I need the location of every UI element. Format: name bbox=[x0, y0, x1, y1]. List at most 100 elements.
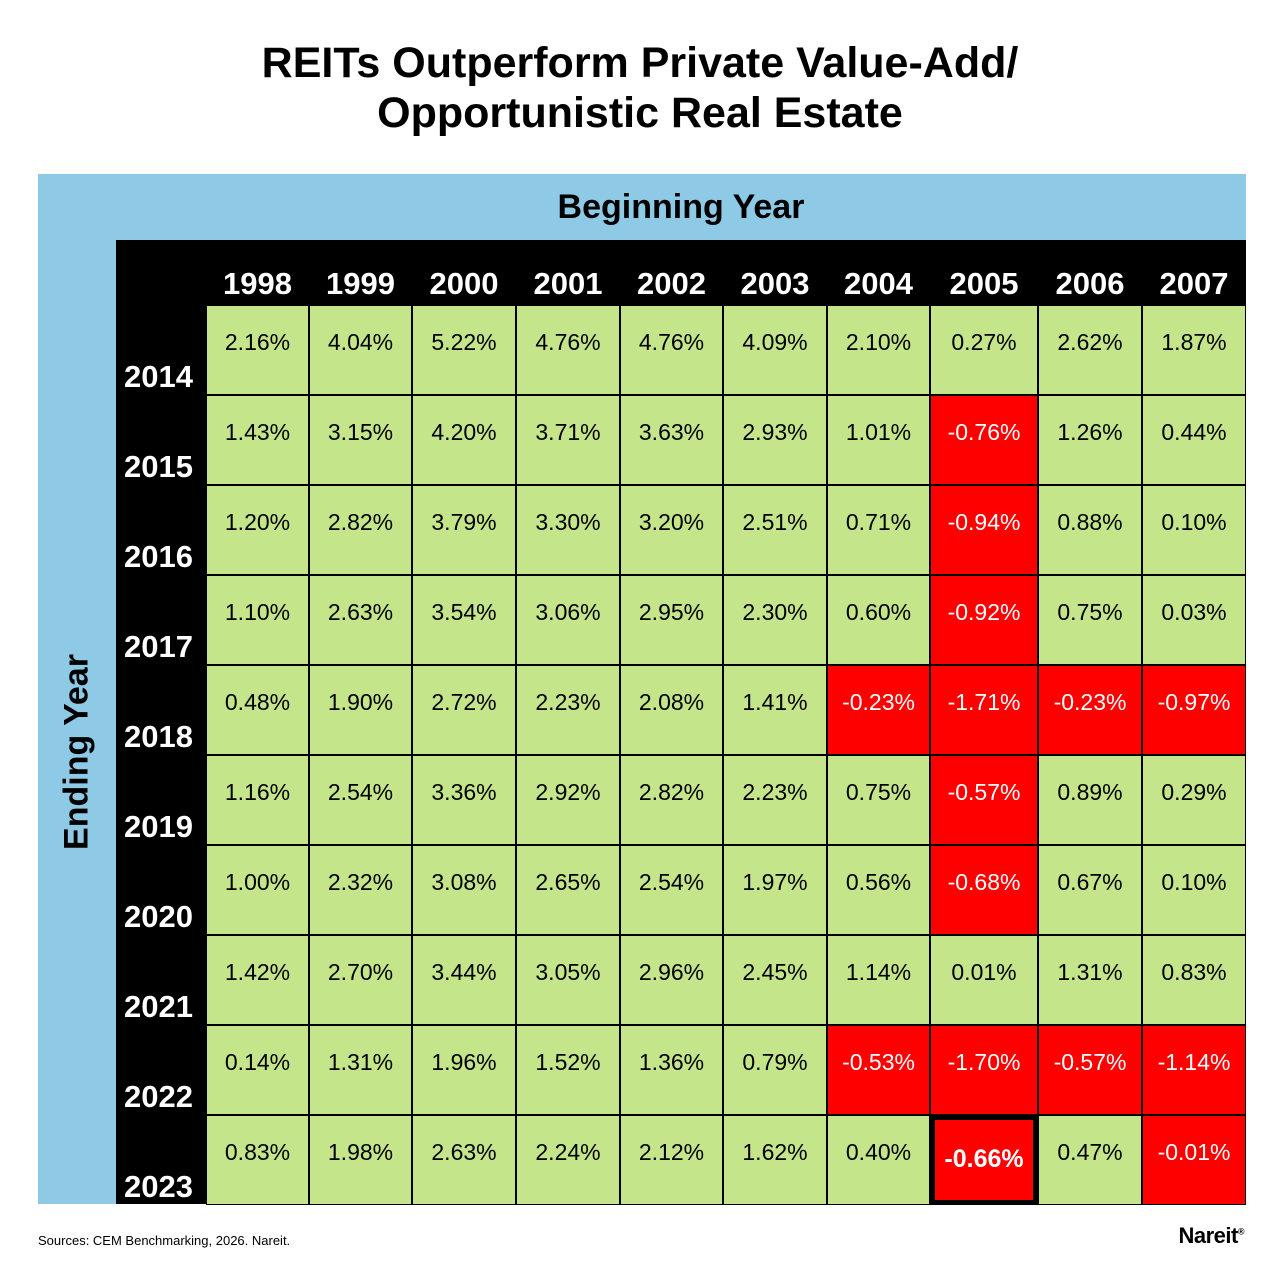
table-cell: 1.97% bbox=[723, 845, 827, 935]
table-cell: 2.23% bbox=[723, 755, 827, 845]
column-year-label: 2001 bbox=[533, 266, 603, 301]
row-year-label: 2017 bbox=[124, 629, 193, 664]
table-cell: 1.87% bbox=[1142, 305, 1246, 395]
table-cell: 2.30% bbox=[723, 575, 827, 665]
table-cell: 3.05% bbox=[516, 935, 620, 1025]
table-cell: 2.12% bbox=[620, 1115, 723, 1205]
table-cell: 1.43% bbox=[206, 395, 309, 485]
table-cell: 0.10% bbox=[1142, 845, 1246, 935]
table-cell: 1.62% bbox=[723, 1115, 827, 1205]
table-cell: 2.62% bbox=[1038, 305, 1142, 395]
table-cell: 2.16% bbox=[206, 305, 309, 395]
table-cell: 0.67% bbox=[1038, 845, 1142, 935]
table-cell: 3.15% bbox=[309, 395, 412, 485]
table-cell: 3.71% bbox=[516, 395, 620, 485]
table-cell: 5.22% bbox=[412, 305, 516, 395]
row-year-label: 2019 bbox=[124, 809, 193, 844]
table-cell: -0.57% bbox=[1038, 1025, 1142, 1115]
table-cell: 1.00% bbox=[206, 845, 309, 935]
table-cell: 0.29% bbox=[1142, 755, 1246, 845]
table-cell: -1.14% bbox=[1142, 1025, 1246, 1115]
row-year-label: 2014 bbox=[124, 359, 193, 394]
table-cell: 2.95% bbox=[620, 575, 723, 665]
table-cell: 0.83% bbox=[206, 1115, 309, 1205]
table-cell: 0.79% bbox=[723, 1025, 827, 1115]
table-cell: 1.36% bbox=[620, 1025, 723, 1115]
table-cell: 0.88% bbox=[1038, 485, 1142, 575]
table-cell: 2.63% bbox=[309, 575, 412, 665]
table-cell: 2.70% bbox=[309, 935, 412, 1025]
table-cell: 2.45% bbox=[723, 935, 827, 1025]
table-cell: 0.60% bbox=[827, 575, 930, 665]
table-cell: 0.40% bbox=[827, 1115, 930, 1205]
row-year-label: 2023 bbox=[124, 1169, 193, 1204]
table-cell: -0.97% bbox=[1142, 665, 1246, 755]
brand-name: Nareit bbox=[1178, 1223, 1239, 1248]
table-cell: 1.14% bbox=[827, 935, 930, 1025]
table-cell: -0.53% bbox=[827, 1025, 930, 1115]
table-cell: 0.27% bbox=[930, 305, 1038, 395]
table-cell: 2.10% bbox=[827, 305, 930, 395]
table-cell: 2.23% bbox=[516, 665, 620, 755]
column-year-label: 2005 bbox=[949, 266, 1019, 301]
table-cell: 3.54% bbox=[412, 575, 516, 665]
table-cell: 2.08% bbox=[620, 665, 723, 755]
table-cell: -0.23% bbox=[1038, 665, 1142, 755]
table-cell: 3.79% bbox=[412, 485, 516, 575]
table-cell: 2.65% bbox=[516, 845, 620, 935]
table-cell: 0.03% bbox=[1142, 575, 1246, 665]
table-cell: -0.23% bbox=[827, 665, 930, 755]
table-cell: 2.24% bbox=[516, 1115, 620, 1205]
table-cell: 2.96% bbox=[620, 935, 723, 1025]
table-cell: 3.06% bbox=[516, 575, 620, 665]
table-cell: 3.63% bbox=[620, 395, 723, 485]
table-cell: 0.44% bbox=[1142, 395, 1246, 485]
table-cell: 0.83% bbox=[1142, 935, 1246, 1025]
table-cell: 4.09% bbox=[723, 305, 827, 395]
column-year-label: 1999 bbox=[326, 266, 395, 301]
table-cell: 0.71% bbox=[827, 485, 930, 575]
table-cell: 2.92% bbox=[516, 755, 620, 845]
row-year-label: 2015 bbox=[124, 449, 193, 484]
table-cell: 4.76% bbox=[516, 305, 620, 395]
table-cell: 2.51% bbox=[723, 485, 827, 575]
table-cell: 3.36% bbox=[412, 755, 516, 845]
table-cell: 4.20% bbox=[412, 395, 516, 485]
brand-logo: Nareit® bbox=[1179, 1223, 1245, 1249]
table-cell: -0.01% bbox=[1142, 1115, 1246, 1205]
row-year-label: 2021 bbox=[124, 989, 193, 1024]
table-cell: 4.04% bbox=[309, 305, 412, 395]
row-year-label: 2018 bbox=[124, 719, 193, 754]
table-cell: 0.75% bbox=[1038, 575, 1142, 665]
table-cell: 4.76% bbox=[620, 305, 723, 395]
title-line-1: REITs Outperform Private Value-Add/ bbox=[261, 39, 1019, 87]
table-cell: -0.94% bbox=[930, 485, 1038, 575]
table-cell: -1.70% bbox=[930, 1025, 1038, 1115]
table-cell: 3.44% bbox=[412, 935, 516, 1025]
chart-title: REITs Outperform Private Value-Add/ Oppo… bbox=[0, 38, 1280, 138]
table-cell: 2.54% bbox=[620, 845, 723, 935]
table-cell: 2.63% bbox=[412, 1115, 516, 1205]
table-cell: -1.71% bbox=[930, 665, 1038, 755]
table-cell: 2.82% bbox=[620, 755, 723, 845]
table-cell: 1.96% bbox=[412, 1025, 516, 1115]
table-cell: 1.01% bbox=[827, 395, 930, 485]
table-cell: 2.32% bbox=[309, 845, 412, 935]
table-cell: 1.52% bbox=[516, 1025, 620, 1115]
table-cell: 0.48% bbox=[206, 665, 309, 755]
column-year-label: 2003 bbox=[740, 266, 810, 301]
highlighted-cell: -0.66% bbox=[930, 1115, 1038, 1205]
column-year-label: 1998 bbox=[223, 266, 292, 301]
column-header-bar bbox=[116, 240, 1246, 305]
column-year-label: 2004 bbox=[844, 266, 913, 301]
column-year-label: 2000 bbox=[429, 266, 499, 301]
table-cell: 1.20% bbox=[206, 485, 309, 575]
table-cell: 0.14% bbox=[206, 1025, 309, 1115]
table-cell: 1.90% bbox=[309, 665, 412, 755]
table-cell: 2.54% bbox=[309, 755, 412, 845]
table-cell: -0.92% bbox=[930, 575, 1038, 665]
table-cell: 3.20% bbox=[620, 485, 723, 575]
table-cell: -0.76% bbox=[930, 395, 1038, 485]
column-year-label: 2007 bbox=[1159, 266, 1229, 301]
row-year-label: 2016 bbox=[124, 539, 193, 574]
